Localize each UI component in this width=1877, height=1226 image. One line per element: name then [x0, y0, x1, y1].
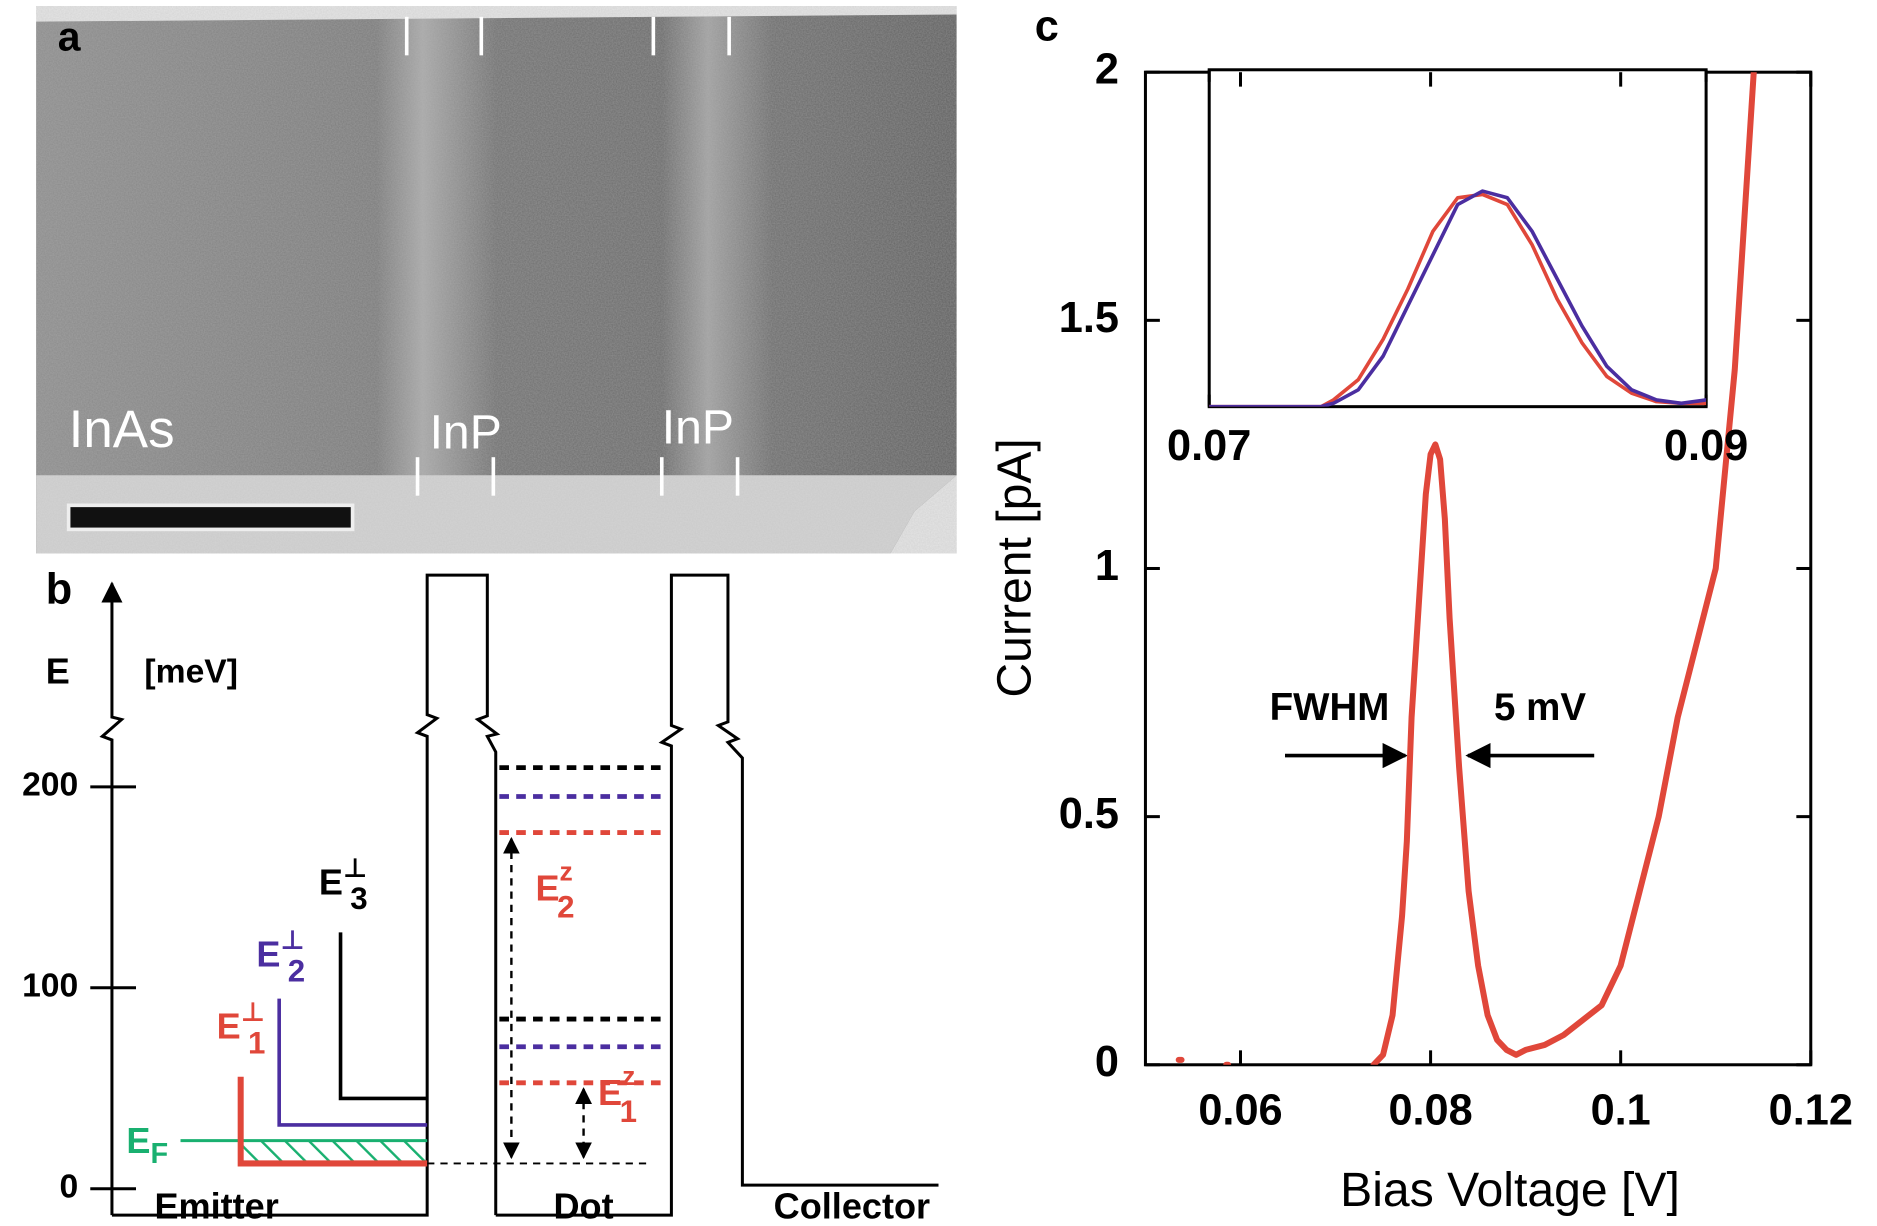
label-sup: ⊥ [280, 925, 304, 955]
label-sup: ⊥ [343, 853, 367, 883]
y-tick-label: 1 [1095, 542, 1119, 590]
y-tick-label: 0 [60, 1169, 79, 1206]
level-label: Ez 2 [535, 856, 574, 924]
panel-label: c [1035, 2, 1059, 50]
label-sub: 3 [350, 881, 367, 916]
annotation: 5 mV [1494, 686, 1586, 729]
band-edges [99, 573, 939, 1217]
x-tick-label: 0.1 [1591, 1086, 1651, 1134]
label-main: E [319, 861, 343, 902]
data-line [1209, 189, 1707, 407]
label-main: E [256, 933, 280, 974]
level-label: Ez 1 [598, 1061, 637, 1129]
y-tick-label: 0.5 [1059, 790, 1119, 838]
x-axis-label: Bias Voltage [V] [1340, 1163, 1680, 1217]
dot-levels [499, 765, 668, 1086]
panel-a: a InAs InP InP [36, 6, 957, 554]
label-sub: 1 [620, 1094, 637, 1129]
label-sub: 1 [248, 1026, 265, 1061]
label-sup: ⊥ [241, 997, 265, 1027]
x-tick-label: 0.07 [1167, 422, 1251, 470]
label-sup: z [622, 1061, 635, 1091]
e3-subband [338, 932, 428, 1101]
x-tick-label: 0.08 [1388, 1086, 1472, 1134]
x-tick-label: 0.06 [1198, 1086, 1282, 1134]
region-label: Dot [554, 1186, 614, 1226]
level-label: EF [126, 1120, 168, 1170]
y-tick-label: 2 [1095, 46, 1119, 94]
e2-subband [277, 998, 428, 1127]
axis-unit: [meV] [144, 654, 238, 691]
interface-markers [404, 16, 740, 496]
label-sub: F [150, 1138, 168, 1170]
panel-b: b E [meV] EF E⊥ 1 E⊥ 2 E⊥ 3 Ez 2 Ez 1 Emitter… [22, 565, 939, 1226]
annotation: FWHM [1270, 686, 1390, 729]
image-noise [36, 6, 957, 554]
x-tick-label: 0.12 [1769, 1086, 1853, 1134]
label-sup: z [560, 856, 573, 886]
label-sub: 2 [557, 890, 574, 925]
y-axis-label: Current [pA] [988, 438, 1042, 697]
label-sub: 2 [288, 954, 305, 989]
y-tick-label: 200 [22, 767, 78, 804]
level-label: E⊥ 3 [319, 853, 368, 917]
axis-label: E [46, 650, 70, 691]
scale-bar [66, 503, 355, 532]
panel-c: c Bias Voltage [V] Current [pA] FWHM 5 m… [988, 2, 1853, 1217]
data-line [1175, 72, 1757, 1065]
y-tick-label: 1.5 [1059, 294, 1119, 342]
panel-label: b [46, 565, 72, 613]
fermi-sea [240, 1140, 428, 1164]
y-tick-label: 100 [22, 968, 78, 1005]
e1-subband [237, 1076, 428, 1167]
label-main: E [217, 1005, 241, 1046]
label-main: E [598, 1071, 622, 1112]
y-tick-label: 0 [1095, 1038, 1119, 1086]
layer-label: InP [662, 400, 734, 454]
label-main: E [535, 867, 559, 908]
label-main: E [126, 1120, 150, 1161]
layer-label: InP [430, 405, 502, 459]
panel-label: a [58, 14, 81, 60]
data-line [1209, 192, 1707, 407]
inset-frame [1207, 68, 1708, 409]
x-tick-label: 0.09 [1664, 422, 1748, 470]
region-label: Collector [774, 1186, 930, 1226]
region-label: Emitter [154, 1186, 278, 1226]
level-label: E⊥ 1 [217, 997, 266, 1061]
level-label: E⊥ 2 [256, 925, 305, 989]
layer-label: InAs [69, 400, 175, 459]
